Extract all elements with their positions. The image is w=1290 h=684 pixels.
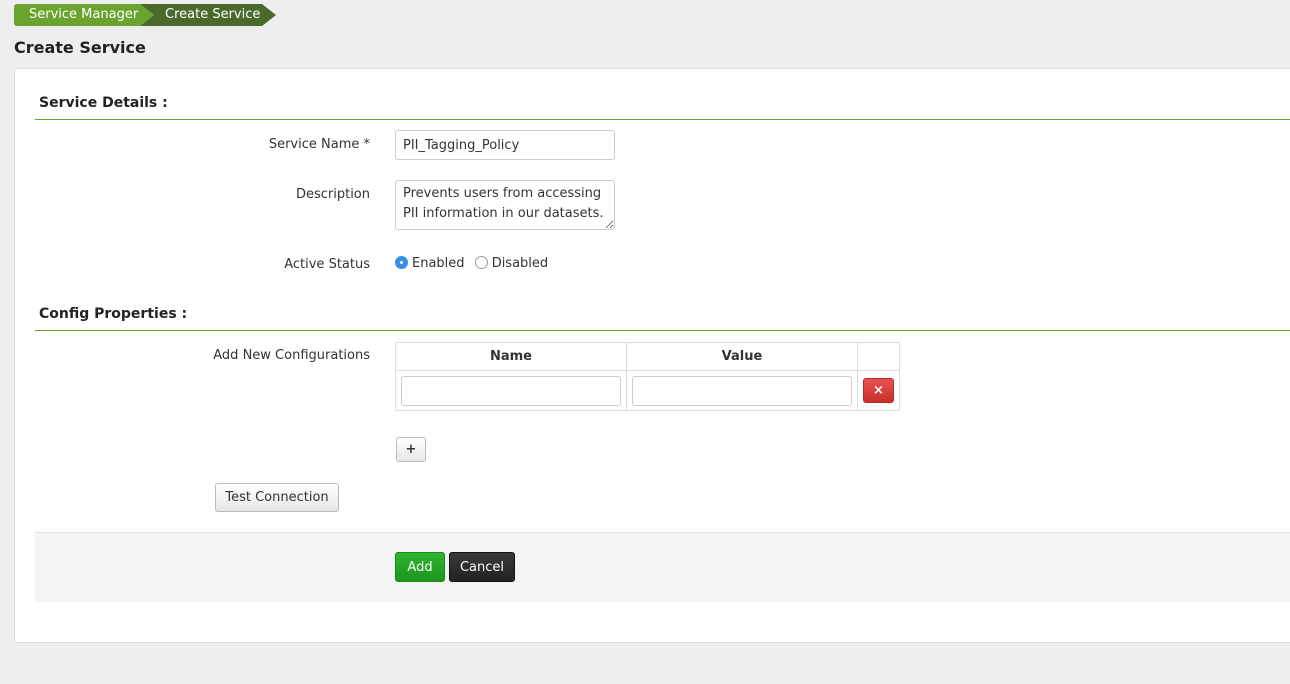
config-table: Name Value ×: [395, 342, 900, 411]
description-textarea[interactable]: Prevents users from accessing PII inform…: [395, 180, 615, 230]
config-name-input[interactable]: [401, 375, 621, 406]
service-name-input[interactable]: [395, 130, 615, 160]
description-label: Description: [295, 187, 370, 202]
close-icon: ×: [873, 383, 884, 398]
add-button[interactable]: Add: [395, 552, 445, 582]
divider: [35, 330, 1290, 331]
cancel-button[interactable]: Cancel: [449, 552, 515, 582]
config-value-input[interactable]: [632, 375, 852, 406]
column-header-actions: [857, 342, 900, 371]
config-properties-heading: Config Properties :: [39, 306, 188, 322]
active-status-group: Enabled Disabled: [395, 256, 548, 271]
radio-checked-icon[interactable]: [395, 256, 408, 269]
table-row: ×: [395, 370, 900, 411]
service-name-label: Service Name *: [268, 137, 370, 152]
column-header-value: Value: [626, 342, 858, 371]
page-title: Create Service: [14, 38, 146, 57]
column-header-name: Name: [395, 342, 627, 371]
add-configurations-label: Add New Configurations: [213, 348, 370, 363]
radio-disabled[interactable]: Disabled: [474, 256, 549, 271]
form-actions: [35, 532, 1290, 602]
radio-disabled-label: Disabled: [491, 256, 549, 271]
plus-icon: +: [405, 442, 417, 457]
test-connection-button[interactable]: Test Connection: [215, 483, 339, 512]
breadcrumb-service-manager[interactable]: Service Manager: [14, 4, 154, 26]
divider: [35, 119, 1290, 120]
radio-unchecked-icon[interactable]: [474, 256, 488, 269]
service-details-heading: Service Details :: [39, 95, 168, 111]
add-row-button[interactable]: +: [396, 437, 426, 462]
remove-row-button[interactable]: ×: [863, 378, 894, 403]
radio-enabled[interactable]: Enabled: [395, 256, 465, 271]
active-status-label: Active Status: [284, 257, 370, 272]
breadcrumb-create-service: Create Service: [140, 4, 276, 26]
radio-enabled-label: Enabled: [412, 256, 465, 271]
